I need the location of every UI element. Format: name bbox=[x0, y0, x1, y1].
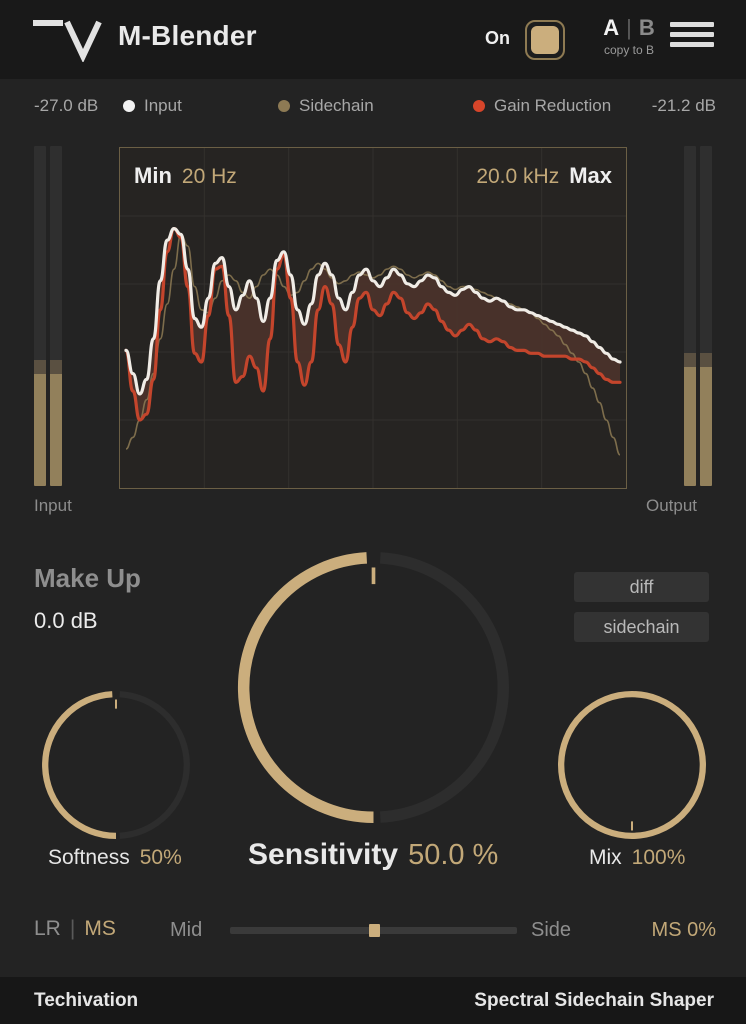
output-meter-peak-right bbox=[700, 353, 712, 367]
knob-softness-graphic bbox=[42, 691, 190, 839]
input-meter: Input bbox=[34, 146, 72, 516]
mid-side-slider[interactable] bbox=[230, 924, 517, 937]
output-meter-fill-left bbox=[684, 367, 696, 486]
mix-knob[interactable] bbox=[557, 690, 707, 840]
diff-button[interactable]: diff bbox=[574, 572, 709, 602]
preset-a-button[interactable]: A bbox=[603, 15, 620, 40]
output-meter-peak-left bbox=[684, 353, 696, 367]
input-legend-dot-icon bbox=[123, 100, 135, 112]
output-meter-bar-left bbox=[684, 146, 696, 486]
lr-ms-switch: LR | MS bbox=[34, 917, 116, 941]
mid-side-slider-handle[interactable] bbox=[368, 924, 380, 937]
sensitivity-value[interactable]: 50.0 % bbox=[408, 839, 499, 871]
power-toggle-button[interactable] bbox=[525, 20, 565, 60]
input-db-readout: -27.0 dB bbox=[34, 96, 99, 115]
knob-sensitivity-graphic bbox=[237, 552, 510, 824]
output-meter-fill-right bbox=[700, 367, 712, 486]
sensitivity-caption: Sensitivity 50.0 % bbox=[248, 838, 498, 872]
lr-ms-separator: | bbox=[69, 917, 76, 940]
power-label: On bbox=[485, 28, 510, 48]
stereo-mode-row: LR | MS Mid Side MS 0% bbox=[0, 906, 746, 952]
sidechain-legend-dot-icon bbox=[278, 100, 290, 112]
input-meter-bar-left bbox=[34, 146, 46, 486]
spectrum-analyser[interactable]: Min 20 Hz 20.0 kHz Max bbox=[119, 147, 627, 489]
ab-compare-group: A | B copy to B bbox=[586, 15, 672, 57]
input-meter-fill-left bbox=[34, 373, 46, 486]
side-label: Side bbox=[531, 919, 572, 941]
mix-caption: Mix 100% bbox=[589, 846, 685, 870]
footer-bar: Techivation Spectral Sidechain Shaper bbox=[0, 977, 746, 1024]
plugin-title: M-Blender bbox=[118, 20, 257, 51]
mid-label: Mid bbox=[170, 919, 203, 941]
legend-label-gain-reduction: Gain Reduction bbox=[494, 96, 612, 115]
output-meter: Output bbox=[646, 146, 712, 516]
spectrum-canvas bbox=[120, 148, 626, 488]
gain-reduction-legend-dot-icon bbox=[473, 100, 485, 112]
mix-value[interactable]: 100% bbox=[631, 846, 686, 869]
input-meter-bar-right bbox=[50, 146, 62, 486]
copy-to-b-button[interactable]: copy to B bbox=[603, 43, 655, 57]
output-db-readout: -21.2 dB bbox=[651, 96, 716, 115]
legend-item-sidechain[interactable]: Sidechain bbox=[278, 96, 374, 116]
output-meter-label: Output bbox=[646, 496, 698, 515]
legend-label-input: Input bbox=[144, 96, 182, 115]
techivation-logo-icon bbox=[33, 14, 105, 64]
legend-item-input[interactable]: Input bbox=[123, 96, 182, 116]
legend-item-gain-reduction[interactable]: Gain Reduction bbox=[473, 96, 611, 116]
sensitivity-knob[interactable] bbox=[237, 551, 510, 824]
softness-value[interactable]: 50% bbox=[139, 846, 182, 869]
input-meter-label: Input bbox=[34, 496, 72, 515]
ms-value-readout[interactable]: MS 0% bbox=[651, 919, 716, 941]
sensitivity-label: Sensitivity bbox=[248, 838, 399, 871]
softness-label: Softness bbox=[48, 846, 130, 869]
input-meter-peak-right bbox=[50, 359, 62, 374]
input-meter-peak-left bbox=[34, 359, 46, 374]
ab-separator: | bbox=[626, 15, 632, 40]
softness-knob[interactable] bbox=[41, 690, 191, 840]
output-meter-bar-right bbox=[700, 146, 712, 486]
ms-mode-button[interactable]: MS bbox=[84, 917, 116, 940]
lr-mode-button[interactable]: LR bbox=[34, 917, 61, 940]
hamburger-menu-icon[interactable] bbox=[670, 22, 714, 56]
header-bar: M-Blender On A | B copy to B bbox=[0, 0, 746, 79]
brand-label: Techivation bbox=[34, 990, 139, 1011]
makeup-value[interactable]: 0.0 dB bbox=[34, 608, 98, 633]
sidechain-button[interactable]: sidechain bbox=[574, 612, 709, 642]
mix-label: Mix bbox=[589, 846, 622, 869]
legend-label-sidechain: Sidechain bbox=[299, 96, 374, 115]
meter-legend: -27.0 dB Input Sidechain Gain Reduction … bbox=[0, 79, 746, 137]
softness-caption: Softness 50% bbox=[48, 846, 182, 870]
input-meter-fill-right bbox=[50, 373, 62, 486]
preset-b-button[interactable]: B bbox=[638, 15, 655, 40]
knob-mix-graphic bbox=[558, 691, 706, 839]
tagline-label: Spectral Sidechain Shaper bbox=[474, 990, 714, 1011]
makeup-title: Make Up bbox=[34, 563, 141, 593]
